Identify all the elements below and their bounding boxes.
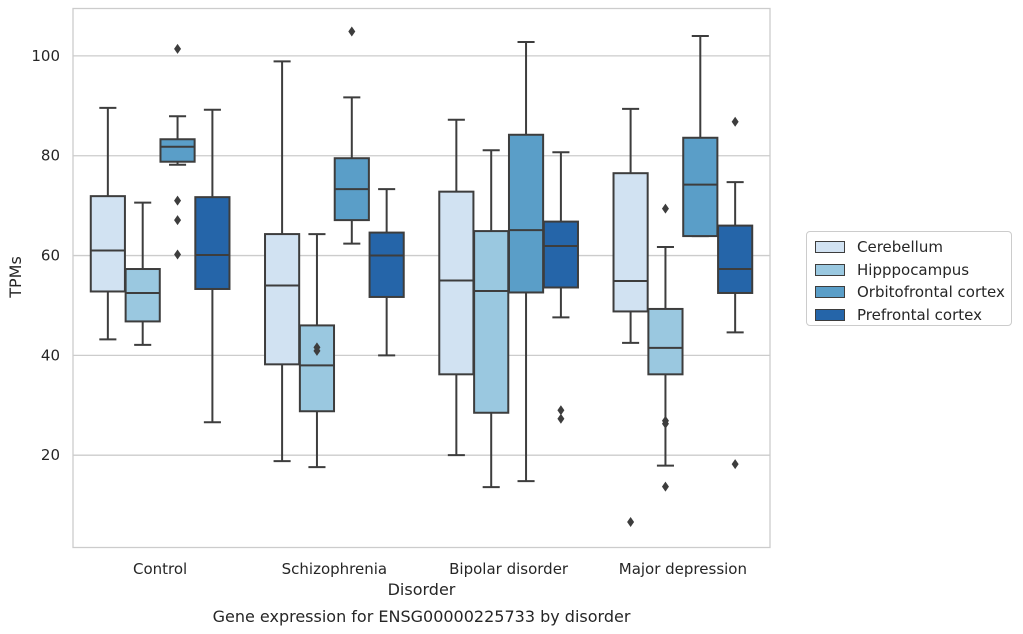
box-2-1	[333, 26, 370, 245]
box-iqr	[507, 133, 545, 294]
legend-swatch	[815, 308, 845, 321]
legend: Cerebellum Hipppocampus Orbitofrontal cort…	[806, 231, 1012, 326]
legend-swatch	[815, 241, 845, 254]
y-tick-labels: 20 40 60 80 100	[31, 47, 60, 464]
box-1-3	[647, 203, 684, 492]
box-iqr	[612, 172, 649, 313]
box-iqr	[89, 195, 126, 293]
box-1-0	[124, 201, 161, 346]
box-1-1	[298, 233, 336, 469]
outlier-marker	[174, 195, 182, 206]
legend-label: Prefrontal cortex	[857, 305, 982, 324]
box-3-0	[194, 108, 231, 424]
y-tick-label: 60	[41, 247, 60, 265]
plot-area-background	[73, 8, 770, 548]
x-tick-label: Major depression	[619, 560, 747, 578]
outlier-marker	[731, 116, 739, 127]
x-tick-labels: Control Schizophrenia Bipolar disorder Majo…	[133, 560, 747, 578]
box-iqr	[682, 136, 719, 238]
chart-title: Gene expression for ENSG00000225733 by d…	[213, 607, 631, 626]
y-tick-label: 40	[41, 346, 60, 364]
box-0-2	[438, 118, 475, 457]
box-0-0	[89, 106, 126, 341]
box-iqr	[194, 196, 231, 290]
box-1-2	[473, 149, 510, 489]
outlier-marker	[661, 203, 669, 214]
x-tick-label: Control	[133, 560, 187, 578]
box-iqr	[542, 220, 579, 289]
box-0-3	[612, 107, 649, 528]
outlier-marker	[174, 43, 182, 54]
box-2-0	[159, 43, 196, 260]
outlier-marker	[661, 418, 669, 429]
outlier-marker	[174, 215, 182, 226]
legend-label: Cerebellum	[857, 238, 943, 257]
box-iqr	[647, 307, 684, 376]
box-iqr	[124, 268, 161, 323]
outlier-marker	[348, 26, 356, 37]
x-tick-label: Bipolar disorder	[449, 560, 569, 578]
x-axis-label: Disorder	[388, 580, 456, 599]
legend-swatch	[815, 263, 845, 276]
box-2-3	[682, 34, 719, 238]
box-3-3	[717, 116, 754, 470]
plot-frame	[72, 7, 771, 549]
box-iqr	[368, 231, 405, 298]
x-tick-label: Schizophrenia	[282, 560, 387, 578]
legend-item: Prefrontal cortex	[815, 304, 1003, 327]
legend-item: Hipppocampus	[815, 259, 1003, 282]
box-iqr	[473, 230, 510, 414]
box-iqr	[264, 233, 301, 366]
outlier-marker	[627, 517, 635, 528]
legend-item: Orbitofrontal cortex	[815, 281, 1005, 304]
legend-swatch	[815, 286, 845, 299]
y-tick-label: 100	[31, 47, 60, 65]
legend-item: Cerebellum	[815, 236, 1003, 259]
box-2-2	[507, 40, 545, 483]
outlier-marker	[661, 481, 669, 492]
box-3-1	[368, 188, 405, 357]
box-0-1	[264, 60, 301, 463]
outlier-marker	[313, 345, 321, 356]
y-tick-label: 80	[41, 147, 60, 165]
y-tick-label: 20	[41, 446, 60, 464]
legend-label: Hipppocampus	[857, 260, 970, 279]
box-iqr	[159, 138, 196, 163]
box-iqr	[717, 224, 754, 294]
y-axis-label: TPMs	[6, 256, 25, 299]
outlier-marker	[557, 413, 565, 424]
outlier-marker	[174, 249, 182, 260]
box-3-2	[542, 151, 579, 424]
box-iqr	[298, 324, 336, 413]
box-iqr	[438, 190, 475, 376]
outlier-marker	[557, 405, 565, 416]
outlier-marker	[731, 459, 739, 470]
boxes	[89, 26, 754, 528]
legend-label: Orbitofrontal cortex	[857, 283, 1005, 302]
